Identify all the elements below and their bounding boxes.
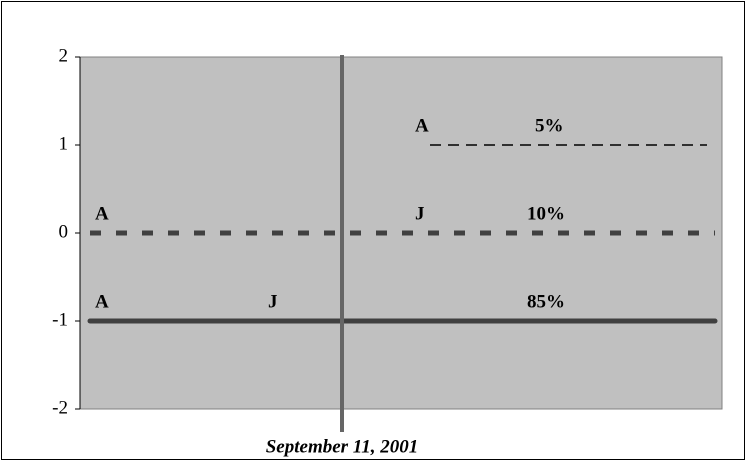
line-marker: A <box>415 115 429 136</box>
y-tick-label: 2 <box>59 45 69 66</box>
y-tick-label: -2 <box>52 397 68 418</box>
y-tick-label: -1 <box>52 309 68 330</box>
line-marker: A <box>95 203 109 224</box>
line-marker: A <box>95 291 109 312</box>
line-label: 5% <box>535 115 564 136</box>
line-label: 10% <box>527 203 565 224</box>
line-marker: J <box>268 291 278 312</box>
event-label: September 11, 2001 <box>266 436 419 457</box>
y-tick-label: 0 <box>59 221 69 242</box>
line-marker: J <box>415 203 425 224</box>
y-tick-label: 1 <box>59 133 69 154</box>
line-label: 85% <box>527 291 565 312</box>
